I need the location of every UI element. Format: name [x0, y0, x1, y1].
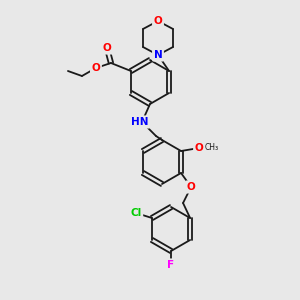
Text: Cl: Cl — [130, 208, 142, 218]
Text: O: O — [103, 43, 111, 53]
Text: O: O — [195, 143, 203, 153]
Text: O: O — [187, 182, 195, 192]
Text: CH₃: CH₃ — [205, 143, 219, 152]
Text: F: F — [167, 260, 175, 270]
Text: N: N — [154, 50, 162, 60]
Text: O: O — [154, 16, 162, 26]
Text: HN: HN — [131, 117, 149, 127]
Text: O: O — [92, 63, 100, 73]
